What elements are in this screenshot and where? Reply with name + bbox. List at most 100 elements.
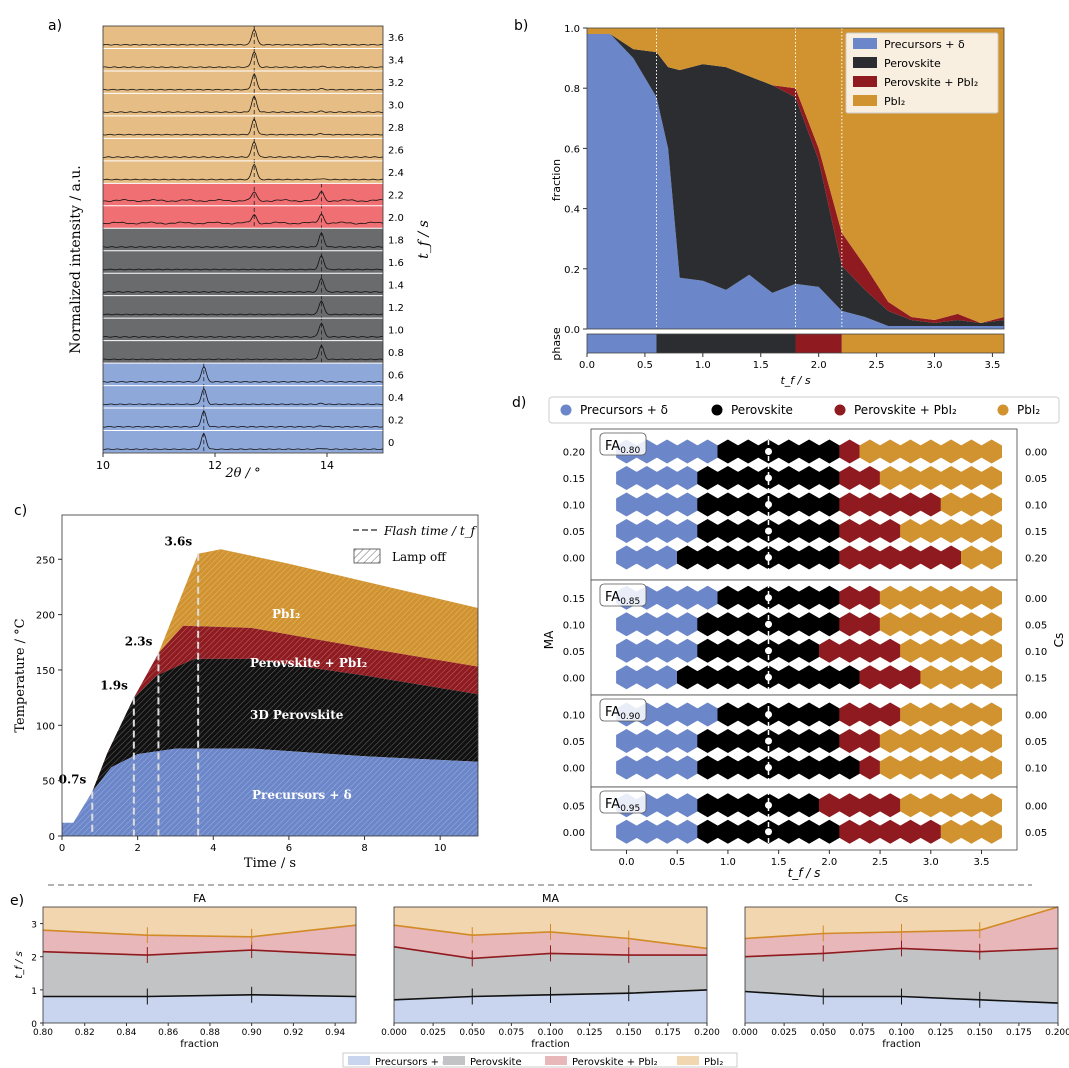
x-axis-label: t_f / s	[788, 866, 821, 880]
phase-hexagon	[920, 545, 942, 570]
flash-time-label: 0.7s	[59, 773, 87, 787]
boundary-line	[42, 924, 357, 938]
phase-hexagon	[981, 439, 1002, 464]
subplot-title: MA	[542, 892, 559, 905]
phase-hexagon	[616, 545, 637, 570]
phase-hexagon	[961, 439, 982, 464]
phase-hexagon	[798, 466, 820, 490]
phase-bar-prec	[587, 334, 657, 353]
phase-hexagon	[819, 466, 840, 490]
phase-hexagon	[900, 466, 921, 490]
phase-hexagon	[900, 819, 921, 844]
x-tick-label: 0.80	[33, 1028, 53, 1038]
tf-tick-label: 3.2	[388, 78, 404, 89]
phase-hexagon	[798, 755, 820, 780]
x-tick-label: 0.025	[771, 1028, 797, 1038]
phase-hexagon	[859, 793, 881, 818]
ma-tick-label: 0.20	[563, 448, 585, 459]
x-tick-label: 2.5	[869, 360, 885, 371]
phase-hexagon	[839, 612, 860, 637]
x-tick-label: 0.000	[381, 1028, 407, 1038]
xrd-trace	[102, 322, 384, 338]
region-perovskite-pbi2-hatch	[92, 625, 479, 792]
phase-hexagon	[819, 638, 840, 663]
phase-hexagon	[859, 585, 881, 610]
guide-dot	[765, 501, 772, 508]
phase-hexagon	[879, 702, 901, 727]
legend-swatch-2	[545, 1056, 567, 1065]
x-tick-label: 0.92	[283, 1028, 303, 1038]
phase-hexagon	[778, 585, 800, 610]
y-tick-label: 250	[36, 555, 55, 566]
legend-dot-1	[711, 404, 723, 416]
phase-hexagon	[940, 793, 962, 818]
flash-time-label: 1.9s	[100, 679, 128, 693]
x-tick-label: 2.0	[811, 360, 827, 371]
panel-e-composition: FA 0.80 0.82 0.84 0.86 0.88 0.90 0.92 0.94 fracti…	[14, 892, 1069, 1068]
cs-tick-label: 0.05	[1025, 828, 1047, 839]
region-3d-perovskite-hatch	[92, 658, 479, 792]
phase-hexagon	[981, 585, 1002, 610]
x-tick-label: 3.0	[927, 360, 943, 371]
legend-swatch-2	[853, 76, 877, 87]
x-tick-label: 0.075	[498, 1028, 524, 1038]
phase-hexagon	[737, 439, 759, 464]
phase-hexagon	[940, 638, 962, 663]
phase-hexagon	[717, 665, 739, 690]
region-pbi2-hatch	[133, 549, 478, 698]
x-tick-label: 10	[434, 843, 447, 854]
cs-tick-label: 0.10	[1025, 501, 1047, 512]
phase-hexagon	[920, 729, 942, 753]
guide-dot	[765, 620, 772, 628]
panel-c-temperature: 0.7s1.9s2.3s3.6s0 2 4 6 8 10050100150200250Ti…	[13, 514, 479, 871]
phase-bar-mixed	[795, 334, 842, 353]
phase-hexagon	[839, 492, 860, 517]
ma-tick-label: 0.15	[563, 594, 585, 605]
tf-tick-label: 1.0	[388, 325, 404, 336]
phase-hexagon	[697, 638, 718, 663]
x-tick-label: 3.5	[974, 857, 990, 868]
x-tick-label: 0.175	[655, 1028, 681, 1038]
cs-tick-label: 0.20	[1025, 554, 1047, 565]
xrd-trace	[102, 254, 384, 271]
x-tick-label: 0.175	[1006, 1028, 1032, 1038]
phase-hexagon	[900, 702, 921, 727]
phase-hexagon	[981, 729, 1002, 753]
ma-tick-label: 0.05	[563, 737, 585, 748]
phase-hexagon	[737, 519, 759, 543]
phase-hexagon	[879, 439, 901, 464]
ma-tick-label: 0.10	[563, 620, 585, 631]
phase-hexagon	[961, 638, 982, 663]
phase-hexagon	[636, 729, 658, 753]
xrd-trace	[102, 344, 384, 361]
phase-hexagon	[717, 466, 739, 490]
y-axis-label: t_f / s	[14, 951, 25, 978]
phase-hexagon	[819, 545, 840, 570]
legend-label-1: Perovskite	[731, 403, 793, 417]
phase-hexagon	[879, 729, 901, 753]
phase-hexagon	[677, 612, 698, 637]
x-tick-label: 0.025	[420, 1028, 446, 1038]
phase-hexagon	[920, 702, 942, 727]
phase-hexagon	[798, 612, 820, 637]
phase-hexagon	[656, 702, 678, 727]
phase-hexagon	[839, 519, 860, 543]
phase-hexagon	[697, 492, 718, 517]
flash-time-label: 2.3s	[125, 634, 153, 648]
ma-tick-label: 0.15	[563, 474, 585, 485]
x-tick-label: 0.5	[669, 857, 685, 868]
x-tick-label: 0.88	[200, 1028, 220, 1038]
phase-hexagon	[616, 638, 637, 663]
panel-label-e: e)	[10, 893, 24, 909]
phase-hexagon	[717, 612, 739, 637]
phase-hexagon	[778, 702, 800, 727]
y-tick-label: 0.6	[564, 144, 580, 155]
xrd-trace	[102, 95, 383, 113]
y-tick-label: 1	[31, 987, 37, 997]
xrd-trace	[102, 50, 384, 69]
guide-dot	[765, 711, 772, 718]
phase-hexagon	[616, 492, 637, 517]
phase-hexagon	[677, 819, 698, 844]
guide-dot	[765, 673, 772, 681]
legend-box	[548, 396, 1060, 424]
